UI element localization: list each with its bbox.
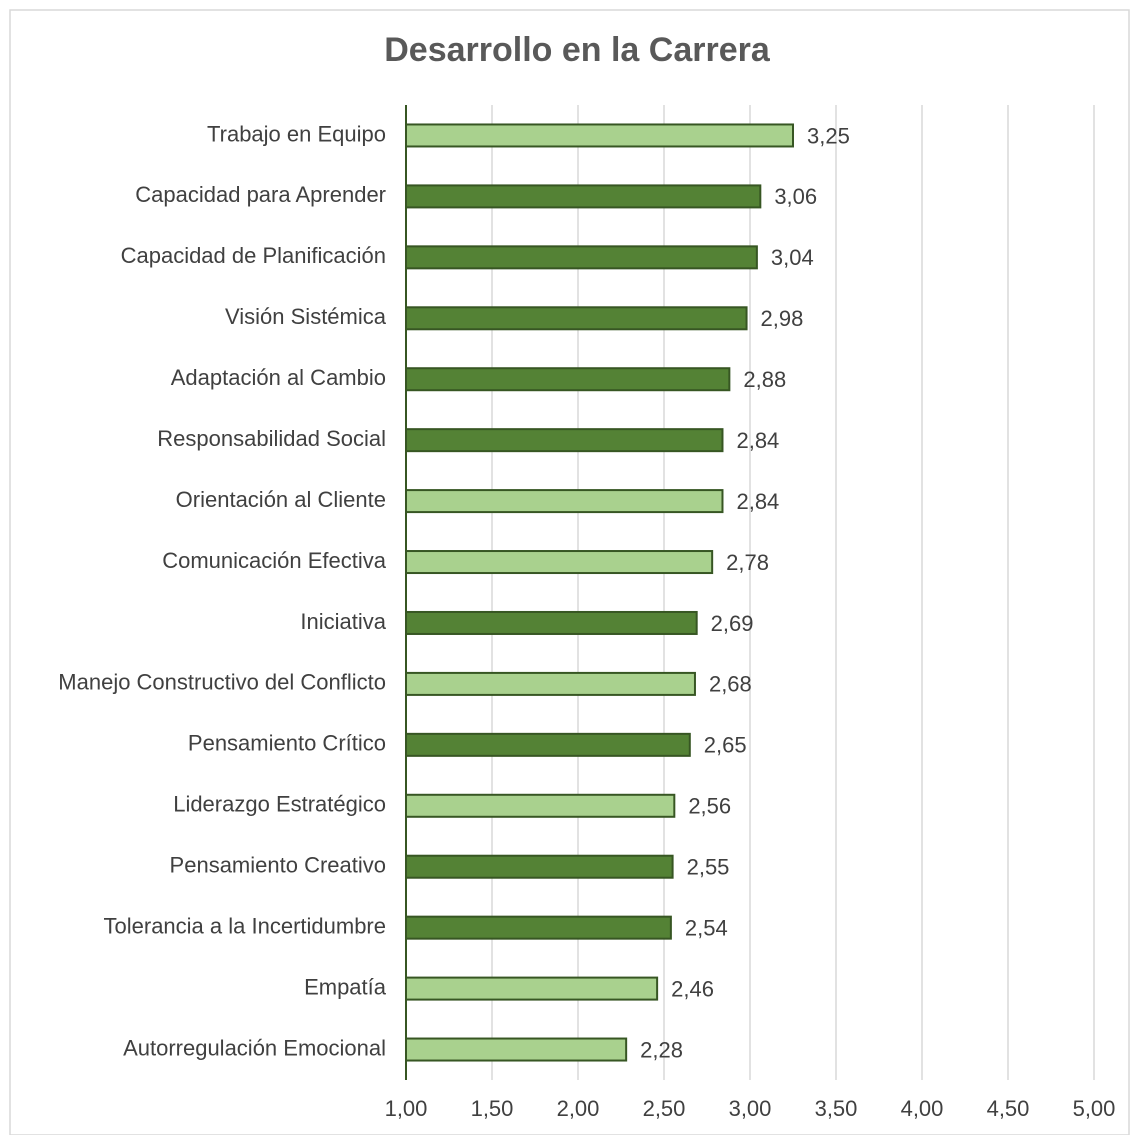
y-tick-label: Trabajo en Equipo: [207, 121, 386, 146]
bar: [405, 976, 659, 1001]
value-label: 2,69: [711, 611, 754, 636]
y-tick-label: Orientación al Cliente: [176, 487, 386, 512]
bar: [405, 489, 724, 514]
y-tick-label: Capacidad de Planificación: [121, 243, 386, 268]
bar: [405, 1037, 628, 1062]
bar: [405, 610, 698, 635]
bar: [405, 793, 676, 818]
y-tick-label: Visión Sistémica: [225, 304, 387, 329]
value-label: 2,55: [687, 855, 730, 880]
value-label: 2,78: [726, 550, 769, 575]
bar: [405, 915, 672, 940]
chart-title: Desarrollo en la Carrera: [384, 31, 771, 69]
value-label: 2,46: [671, 976, 714, 1001]
y-tick-label: Iniciativa: [300, 609, 386, 634]
y-tick-label: Manejo Constructivo del Conflicto: [58, 670, 386, 695]
bar: [405, 854, 674, 879]
value-label: 2,54: [685, 915, 728, 940]
x-tick-label: 4,50: [987, 1096, 1030, 1121]
x-tick-label: 2,50: [643, 1096, 686, 1121]
y-tick-label: Pensamiento Crítico: [188, 731, 386, 756]
value-label: 2,56: [688, 794, 731, 819]
bar: [405, 732, 691, 757]
x-tick-label: 1,00: [385, 1096, 428, 1121]
bar: [405, 367, 731, 392]
bar: [405, 184, 762, 209]
x-tick-label: 4,00: [901, 1096, 944, 1121]
bar: [405, 245, 758, 270]
bar: [405, 550, 714, 575]
value-label: 3,06: [774, 184, 817, 209]
value-label: 2,84: [736, 489, 779, 514]
y-tick-label: Pensamiento Creativo: [170, 853, 386, 878]
y-tick-label: Liderazgo Estratégico: [173, 792, 386, 817]
x-tick-label: 3,00: [729, 1096, 772, 1121]
y-tick-label: Capacidad para Aprender: [135, 182, 386, 207]
x-tick-label: 2,00: [557, 1096, 600, 1121]
y-tick-label: Adaptación al Cambio: [171, 365, 386, 390]
x-tick-label: 5,00: [1073, 1096, 1116, 1121]
y-tick-label: Comunicación Efectiva: [162, 548, 387, 573]
y-tick-label: Responsabilidad Social: [157, 426, 386, 451]
y-tick-label: Empatía: [304, 974, 387, 999]
value-label: 2,84: [736, 428, 779, 453]
y-tick-label: Tolerancia a la Incertidumbre: [104, 913, 386, 938]
value-label: 2,28: [640, 1037, 683, 1062]
value-label: 2,98: [761, 306, 804, 331]
bar: [405, 123, 794, 148]
value-label: 3,25: [807, 123, 850, 148]
bar: [405, 428, 724, 453]
value-label: 2,68: [709, 672, 752, 697]
x-tick-label: 3,50: [815, 1096, 858, 1121]
x-tick-label: 1,50: [471, 1096, 514, 1121]
value-label: 3,04: [771, 245, 814, 270]
y-tick-label: Autorregulación Emocional: [123, 1035, 386, 1060]
bar: [405, 306, 748, 331]
bar: [405, 671, 696, 696]
value-label: 2,65: [704, 733, 747, 758]
value-label: 2,88: [743, 367, 786, 392]
